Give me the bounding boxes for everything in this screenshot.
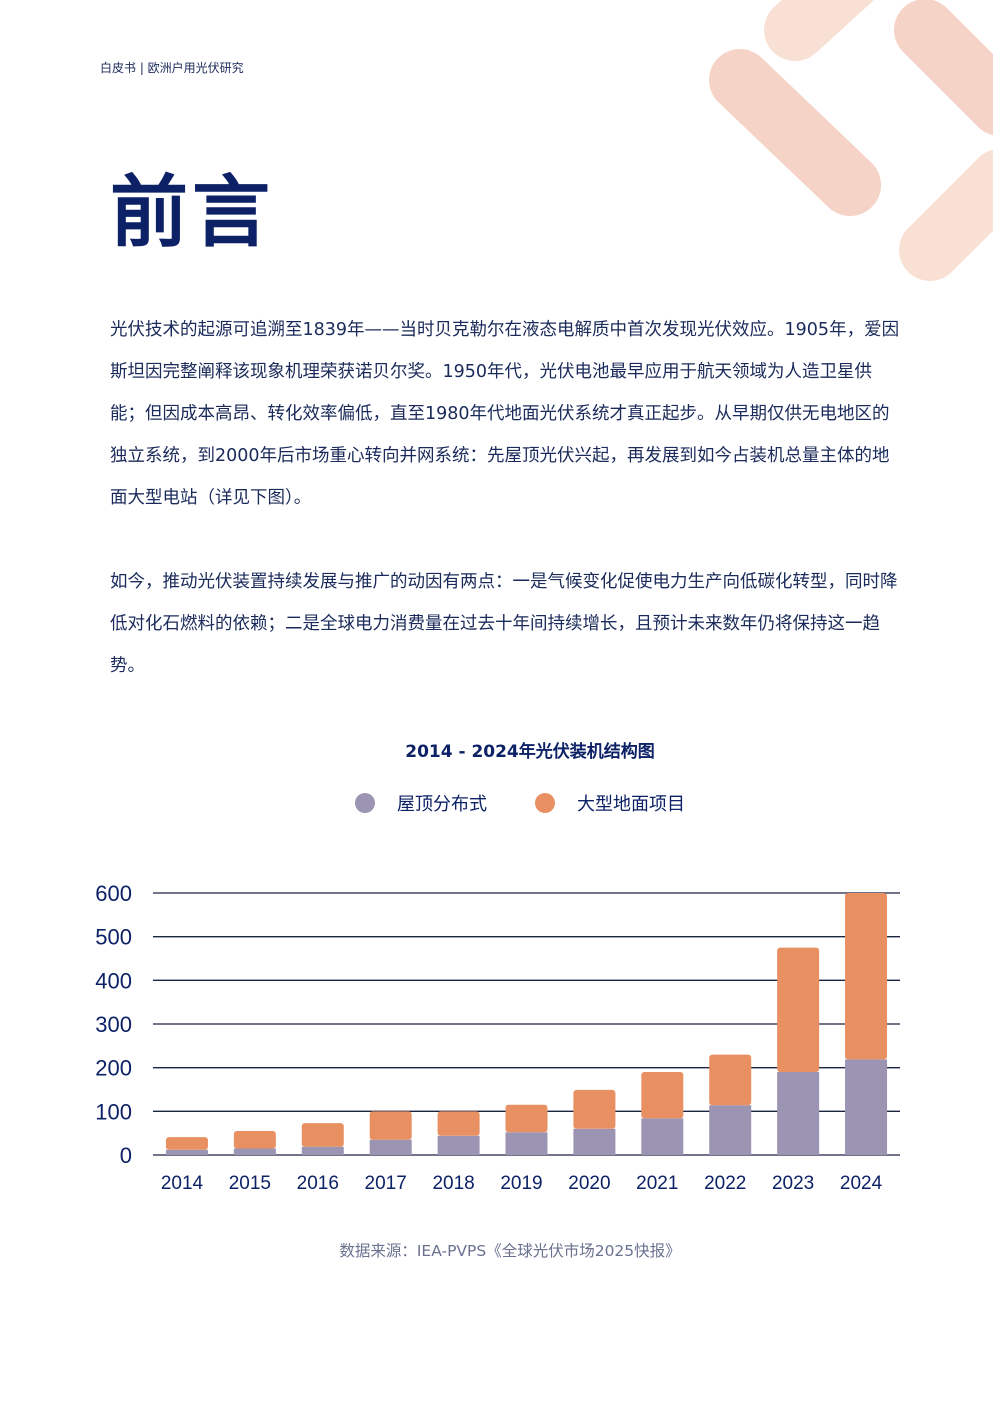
legend-item-rooftop: 屋顶分布式	[355, 790, 487, 816]
y-tick-label: 600	[95, 881, 132, 906]
x-tick-label: 2017	[365, 1173, 407, 1194]
y-tick-label: 0	[120, 1143, 132, 1168]
x-tick-label: 2023	[772, 1173, 814, 1194]
legend-swatch-rooftop	[355, 793, 375, 813]
y-tick-label: 500	[95, 925, 132, 950]
page-title: 前言	[110, 168, 275, 258]
bar-ground	[233, 1130, 276, 1149]
x-tick-label: 2016	[297, 1173, 339, 1194]
y-tick-label: 100	[95, 1099, 132, 1124]
x-tick-label: 2014	[161, 1173, 204, 1194]
bar-rooftop	[165, 1149, 208, 1155]
intro-paragraph: 光伏技术的起源可追溯至1839年——当时贝克勒尔在液态电解质中首次发现光伏效应。…	[110, 320, 900, 508]
bar-ground	[301, 1123, 344, 1147]
x-tick-label: 2019	[500, 1173, 542, 1194]
x-tick-label: 2015	[229, 1173, 271, 1194]
bar-ground	[709, 1054, 752, 1106]
x-tick-label: 2018	[432, 1173, 474, 1194]
document-header: 白皮书 | 欧洲户用光伏研究	[100, 61, 244, 75]
legend-swatch-ground	[535, 793, 555, 813]
bar-ground	[369, 1111, 412, 1140]
bar-ground	[641, 1072, 684, 1119]
legend-label-rooftop: 屋顶分布式	[397, 794, 487, 815]
x-tick-label: 2020	[568, 1173, 610, 1194]
bar-ground	[437, 1111, 480, 1136]
chart-legend: 屋顶分布式 大型地面项目	[355, 790, 733, 816]
data-source: 数据来源：IEA-PVPS《全球光伏市场2025快报》	[339, 1242, 681, 1260]
bar-ground	[573, 1089, 616, 1129]
y-tick-label: 200	[95, 1056, 132, 1081]
bar-rooftop	[641, 1118, 684, 1155]
decorative-shapes	[709, 0, 993, 281]
bar-rooftop	[845, 1059, 888, 1155]
y-tick-label: 300	[95, 1012, 132, 1037]
x-tick-label: 2022	[704, 1173, 746, 1194]
bar-rooftop	[233, 1148, 276, 1155]
bar-rooftop	[505, 1132, 548, 1155]
bar-ground	[777, 947, 820, 1073]
bar-rooftop	[777, 1072, 820, 1155]
x-tick-label: 2024	[840, 1173, 883, 1194]
drivers-paragraph: 如今，推动光伏装置持续发展与推广的动因有两点：一是气候变化促使电力生产向低碳化转…	[110, 572, 898, 676]
bar-rooftop	[709, 1105, 752, 1155]
legend-label-ground: 大型地面项目	[577, 794, 685, 815]
legend-item-ground: 大型地面项目	[535, 790, 685, 816]
bar-rooftop	[301, 1146, 344, 1155]
stacked-bar-chart: 0 100 200 300 400 500 600 2014 2015 2016 2017 2018 2…	[95, 881, 900, 1194]
bar-rooftop	[369, 1139, 412, 1155]
bar-ground	[165, 1137, 208, 1150]
bar-rooftop	[437, 1135, 480, 1155]
bar-ground	[845, 893, 888, 1060]
x-tick-label: 2021	[636, 1173, 678, 1194]
bar-ground	[505, 1104, 548, 1133]
bar-rooftop	[573, 1128, 616, 1155]
chart-title: 2014 - 2024年光伏装机结构图	[405, 742, 655, 762]
y-tick-label: 400	[95, 968, 132, 993]
